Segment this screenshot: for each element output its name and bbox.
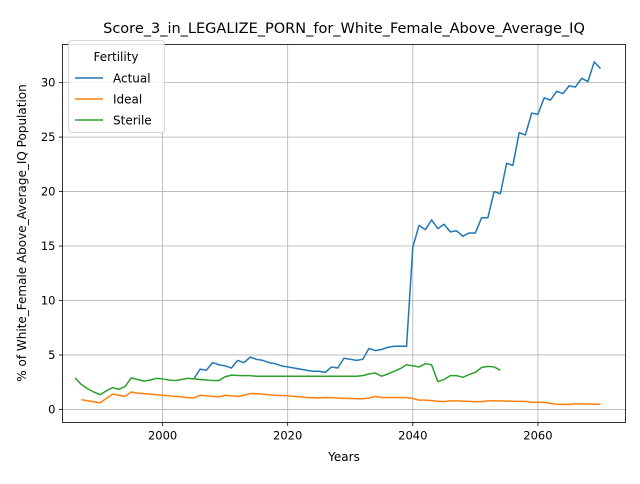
- grid: [62, 44, 626, 423]
- y-tick-label: 30: [41, 76, 56, 90]
- axis-ticks: 2000 2020 2040 2060 0 5 10 15 20 25 30: [41, 76, 553, 443]
- legend-box: [68, 40, 165, 133]
- y-tick-label: 0: [48, 402, 55, 416]
- legend-label-ideal: Ideal: [113, 93, 142, 107]
- legend: Fertility Actual Ideal Sterile: [68, 40, 165, 133]
- x-tick-label: 2060: [523, 429, 552, 443]
- y-axis-label: % of White_Female Above_Average_IQ Popul…: [15, 84, 29, 381]
- series-line-actual: [193, 61, 602, 380]
- series-line-sterile: [74, 362, 501, 396]
- legend-label-sterile: Sterile: [113, 114, 152, 128]
- legend-label-actual: Actual: [113, 72, 151, 86]
- plot-frame: [62, 44, 626, 423]
- x-axis-label: Years: [327, 450, 360, 464]
- x-tick-label: 2040: [398, 429, 427, 443]
- y-tick-label: 5: [48, 348, 55, 362]
- y-tick-label: 15: [41, 239, 56, 253]
- legend-title: Fertility: [93, 50, 138, 64]
- y-tick-label: 25: [41, 130, 56, 144]
- series-line-ideal: [81, 391, 601, 406]
- y-tick-label: 20: [41, 185, 56, 199]
- x-tick-label: 2020: [273, 429, 302, 443]
- chart-title: Score_3_in_LEGALIZE_PORN_for_White_Femal…: [103, 21, 585, 37]
- x-tick-label: 2000: [148, 429, 177, 443]
- y-tick-label: 10: [41, 293, 56, 307]
- series-lines: [74, 61, 602, 406]
